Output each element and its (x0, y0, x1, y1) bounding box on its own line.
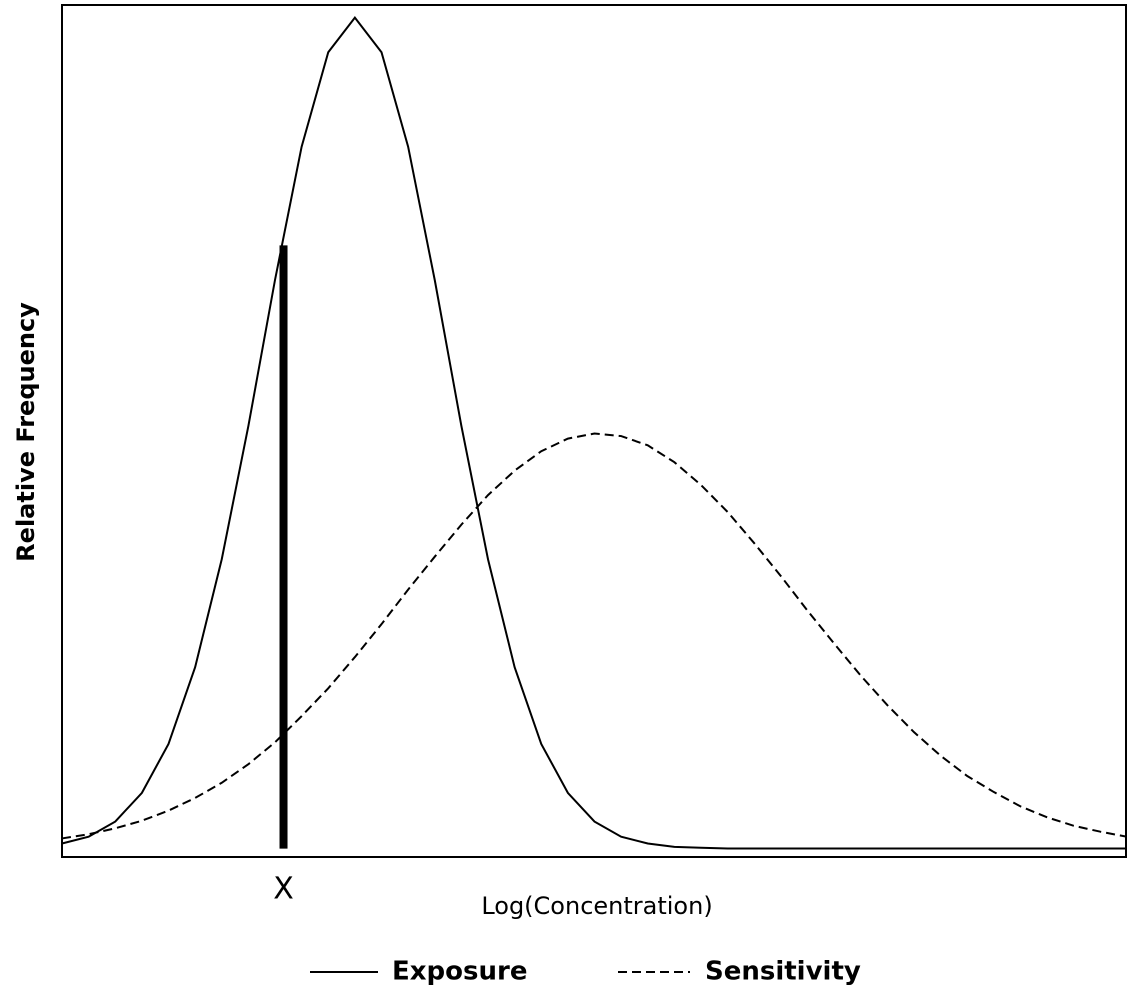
legend-label: Sensitivity (705, 957, 861, 987)
series-line (61, 432, 1127, 840)
plot-frame (61, 4, 1127, 858)
series-line (61, 16, 1127, 850)
x-axis-label: Log(Concentration) (481, 892, 712, 920)
y-axis-label: Relative Frequency (12, 302, 40, 562)
legend-label: Exposure (392, 957, 527, 987)
marker-label: X (273, 872, 294, 907)
